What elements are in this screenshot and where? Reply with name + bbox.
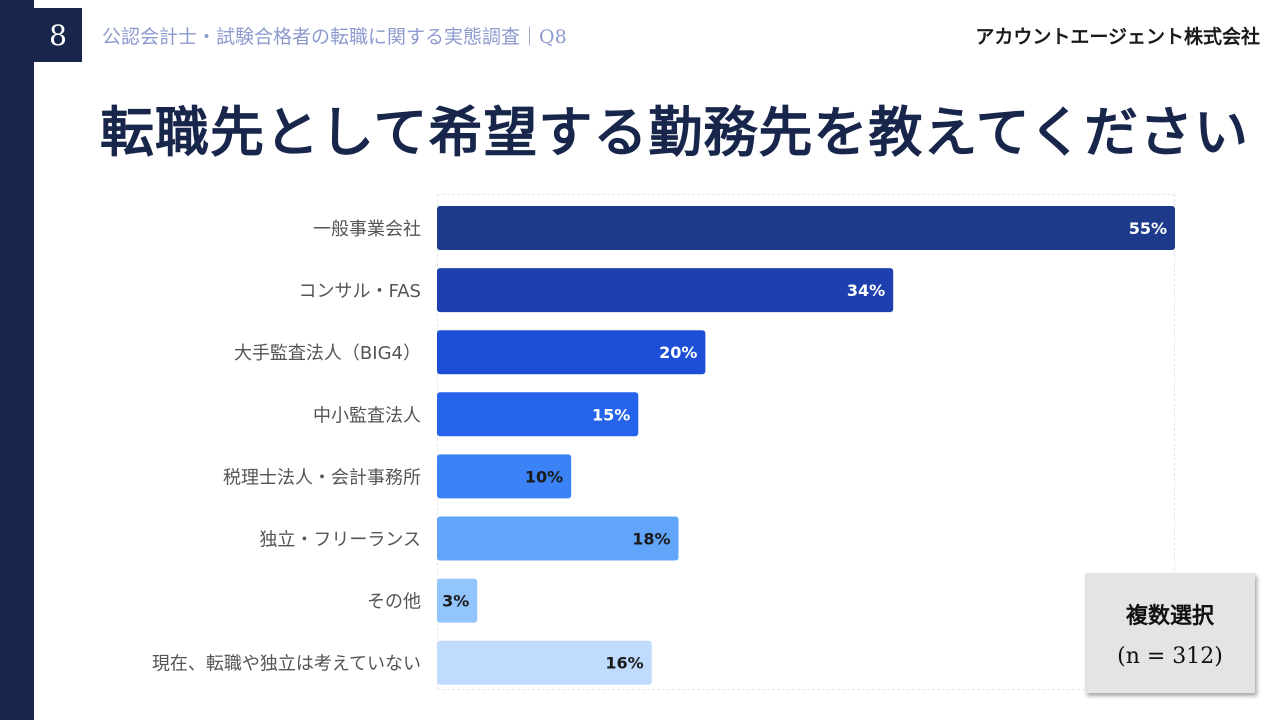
bar-7: [437, 640, 652, 685]
bar-3: [437, 392, 639, 437]
category-label-0: 一般事業会社: [313, 219, 421, 240]
sidebar-band: [0, 0, 34, 720]
category-label-7: 現在、転職や独立は考えていない: [152, 654, 421, 675]
bar-value-label-7: 16%: [605, 654, 643, 673]
bar-2: [437, 330, 706, 375]
page-title: 転職先として希望する勤務先を教えてください: [100, 101, 1250, 164]
bar-4: [437, 454, 572, 499]
company-name: アカウントエージェント株式会社: [975, 26, 1260, 48]
bar-6: [437, 578, 478, 623]
page-number: 8: [34, 8, 82, 62]
header-subtitle: 公認会計士・試験合格者の転職に関する実態調査｜Q8: [102, 26, 567, 48]
bar-value-label-5: 18%: [632, 530, 670, 549]
note-box: 複数選択 (n = 312): [1085, 573, 1255, 693]
chart-frame: [437, 194, 1175, 690]
category-label-5: 独立・フリーランス: [259, 530, 421, 551]
bar-value-label-2: 20%: [659, 343, 697, 362]
bar-5: [437, 516, 679, 561]
category-label-4: 税理士法人・会計事務所: [223, 467, 421, 488]
category-label-2: 大手監査法人（BIG4）: [234, 343, 421, 364]
bar-value-label-4: 10%: [525, 467, 563, 486]
bar-1: [437, 268, 894, 313]
bar-value-label-3: 15%: [592, 405, 630, 424]
category-label-6: その他: [367, 592, 421, 613]
bar-value-label-0: 55%: [1129, 219, 1167, 238]
category-label-1: コンサル・FAS: [299, 281, 421, 302]
note-sample-size: (n = 312): [1117, 643, 1223, 669]
bar-value-label-1: 34%: [847, 281, 885, 300]
bar-value-label-6: 3%: [442, 592, 469, 611]
category-label-3: 中小監査法人: [313, 405, 421, 426]
note-multiple-choice: 複数選択: [1125, 602, 1214, 629]
bar-0: [437, 206, 1175, 250]
